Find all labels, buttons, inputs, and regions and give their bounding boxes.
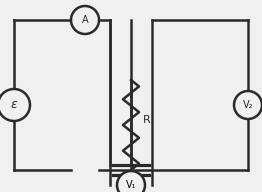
Circle shape — [71, 6, 99, 34]
Text: R: R — [143, 115, 151, 125]
Text: ε: ε — [11, 98, 17, 112]
Text: V₂: V₂ — [243, 100, 253, 110]
Circle shape — [0, 89, 30, 121]
Circle shape — [234, 91, 262, 119]
Circle shape — [117, 171, 145, 192]
Text: V₁: V₁ — [126, 180, 136, 190]
Text: A: A — [82, 15, 88, 25]
